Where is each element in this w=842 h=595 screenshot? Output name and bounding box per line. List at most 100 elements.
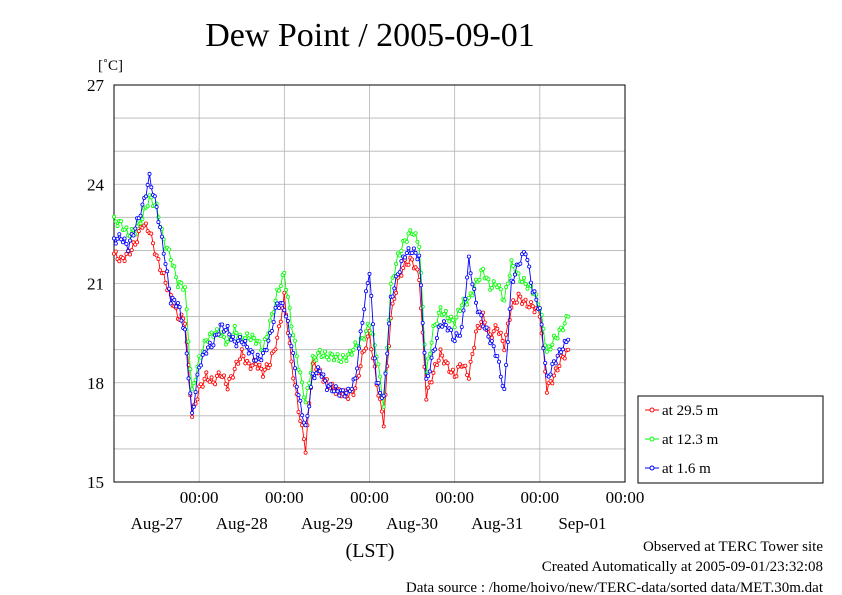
data-point bbox=[216, 370, 221, 375]
data-point bbox=[484, 325, 489, 330]
data-point bbox=[413, 231, 418, 236]
data-point bbox=[548, 372, 553, 377]
data-point bbox=[257, 362, 262, 367]
data-point bbox=[504, 332, 509, 337]
data-point bbox=[223, 327, 228, 332]
data-point bbox=[511, 263, 516, 268]
data-point bbox=[223, 342, 228, 347]
data-point bbox=[190, 414, 195, 419]
data-point bbox=[477, 277, 482, 282]
data-point bbox=[544, 349, 549, 354]
data-point bbox=[381, 424, 386, 429]
data-point bbox=[440, 353, 445, 358]
data-point bbox=[339, 359, 344, 364]
data-point bbox=[520, 279, 525, 284]
data-point bbox=[555, 368, 560, 373]
data-point bbox=[472, 286, 477, 291]
y-tick-labels: 15 18 21 24 27 bbox=[87, 76, 105, 492]
data-point bbox=[500, 383, 505, 388]
data-point bbox=[358, 329, 363, 334]
x-tick-labels: 00:00 Aug-27 00:00 Aug-28 00:00 Aug-29 00:00 Au… bbox=[131, 488, 645, 533]
data-point bbox=[498, 287, 503, 292]
data-point bbox=[502, 386, 507, 391]
data-point bbox=[498, 330, 503, 335]
data-point bbox=[264, 348, 269, 353]
data-point bbox=[527, 264, 532, 269]
data-point bbox=[112, 236, 117, 241]
data-point bbox=[426, 356, 431, 361]
data-point bbox=[198, 363, 203, 368]
data-point bbox=[204, 370, 209, 375]
data-point bbox=[135, 240, 140, 245]
data-point bbox=[323, 378, 328, 383]
data-point bbox=[119, 219, 124, 224]
data-point bbox=[209, 330, 214, 335]
data-point bbox=[555, 353, 560, 358]
data-point bbox=[237, 334, 242, 339]
data-point bbox=[562, 321, 567, 326]
data-point bbox=[241, 354, 246, 359]
data-point bbox=[307, 404, 312, 409]
data-point bbox=[441, 311, 446, 316]
data-point bbox=[143, 221, 148, 226]
data-point bbox=[559, 350, 564, 355]
data-point bbox=[172, 297, 177, 302]
data-point bbox=[202, 376, 207, 381]
data-point bbox=[386, 321, 391, 326]
data-point bbox=[156, 256, 161, 261]
data-point bbox=[287, 305, 292, 310]
data-point bbox=[253, 341, 258, 346]
data-point bbox=[248, 337, 253, 342]
series-line bbox=[113, 222, 569, 453]
data-point bbox=[150, 241, 155, 246]
data-point bbox=[321, 372, 326, 377]
data-point bbox=[532, 310, 537, 315]
data-point bbox=[301, 437, 306, 442]
data-point bbox=[344, 358, 349, 363]
data-point bbox=[381, 404, 386, 409]
data-point bbox=[523, 297, 528, 302]
data-point bbox=[284, 287, 289, 292]
data-point bbox=[378, 390, 383, 395]
data-point bbox=[365, 334, 370, 339]
data-point bbox=[253, 362, 258, 367]
data-point bbox=[379, 409, 384, 414]
legend-marker bbox=[649, 465, 655, 471]
x-axis-label: (LST) bbox=[346, 540, 395, 562]
data-point bbox=[232, 323, 237, 328]
data-point bbox=[276, 324, 281, 329]
data-point bbox=[466, 254, 471, 259]
plot-frame bbox=[113, 84, 626, 483]
data-point bbox=[296, 393, 301, 398]
data-point bbox=[491, 279, 496, 284]
data-point bbox=[205, 345, 210, 350]
data-point bbox=[289, 344, 294, 349]
data-point bbox=[555, 336, 560, 341]
data-point bbox=[200, 352, 205, 357]
data-point bbox=[481, 266, 486, 271]
data-point bbox=[179, 318, 184, 323]
data-point bbox=[126, 248, 131, 253]
data-point bbox=[429, 355, 434, 360]
data-point bbox=[159, 234, 164, 239]
data-point bbox=[323, 349, 328, 354]
data-point bbox=[415, 257, 420, 262]
data-point bbox=[527, 305, 532, 310]
data-point bbox=[112, 214, 117, 219]
data-point bbox=[468, 271, 473, 276]
data-point bbox=[397, 253, 402, 258]
series-1 bbox=[112, 193, 571, 409]
data-point bbox=[278, 284, 283, 289]
data-point bbox=[426, 373, 431, 378]
data-point bbox=[221, 373, 226, 378]
data-point bbox=[168, 257, 173, 262]
data-point bbox=[188, 367, 193, 372]
data-point bbox=[342, 394, 347, 399]
data-point bbox=[285, 294, 290, 299]
data-point bbox=[117, 259, 122, 264]
data-point bbox=[422, 350, 427, 355]
data-point bbox=[147, 171, 152, 176]
data-point bbox=[456, 364, 461, 369]
data-point bbox=[225, 387, 230, 392]
